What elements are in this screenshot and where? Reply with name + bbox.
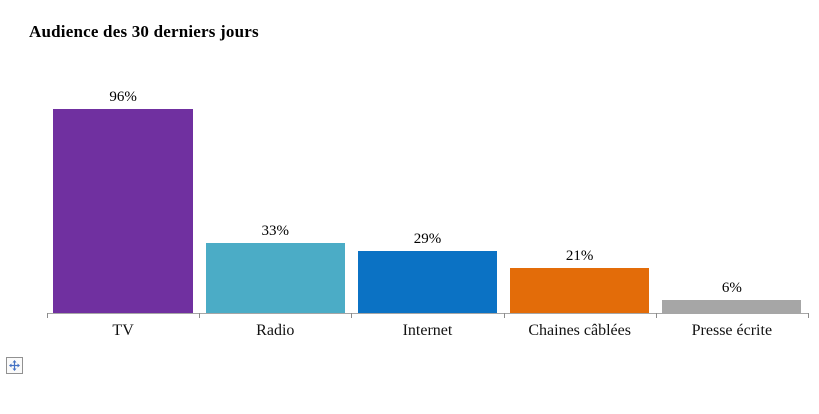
axis-tick bbox=[199, 313, 200, 318]
axis-tick bbox=[656, 313, 657, 318]
category-label: Presse écrite bbox=[691, 322, 773, 339]
axis-tick bbox=[504, 313, 505, 318]
bar-presse-crite[interactable] bbox=[662, 300, 802, 313]
bar-chaines-c-bl-es[interactable] bbox=[510, 268, 650, 313]
bar-column: 21% bbox=[504, 0, 656, 313]
bar-column: 6% bbox=[656, 0, 808, 313]
category-label: Chaines câblées bbox=[528, 322, 631, 339]
bar-column: 96% bbox=[47, 0, 199, 313]
data-label: 33% bbox=[261, 222, 290, 239]
data-label: 96% bbox=[109, 88, 137, 105]
bar-tv[interactable] bbox=[53, 109, 193, 313]
move-icon bbox=[9, 360, 20, 371]
plot-area: 96% 33% 29% 21% 6% bbox=[47, 0, 808, 313]
data-label: 29% bbox=[413, 230, 442, 247]
bar-radio[interactable] bbox=[205, 243, 345, 313]
category-label: Internet bbox=[402, 322, 453, 339]
axis-tick bbox=[808, 313, 809, 318]
bar-internet[interactable] bbox=[357, 251, 498, 313]
x-axis-line bbox=[47, 313, 809, 314]
data-label: 21% bbox=[565, 247, 594, 264]
axis-tick bbox=[47, 313, 48, 318]
category-label: TV bbox=[112, 322, 134, 339]
category-axis-labels: TV Radio Internet Chaines câblées Presse écr… bbox=[47, 322, 808, 340]
data-label: 6% bbox=[721, 279, 742, 296]
chart-title: Audience des 30 derniers jours bbox=[29, 22, 259, 41]
axis-tick bbox=[351, 313, 352, 318]
object-anchor-handle[interactable] bbox=[6, 357, 23, 374]
bar-column: 33% bbox=[199, 0, 351, 313]
category-label: Radio bbox=[256, 322, 295, 339]
bar-column: 29% bbox=[351, 0, 503, 313]
